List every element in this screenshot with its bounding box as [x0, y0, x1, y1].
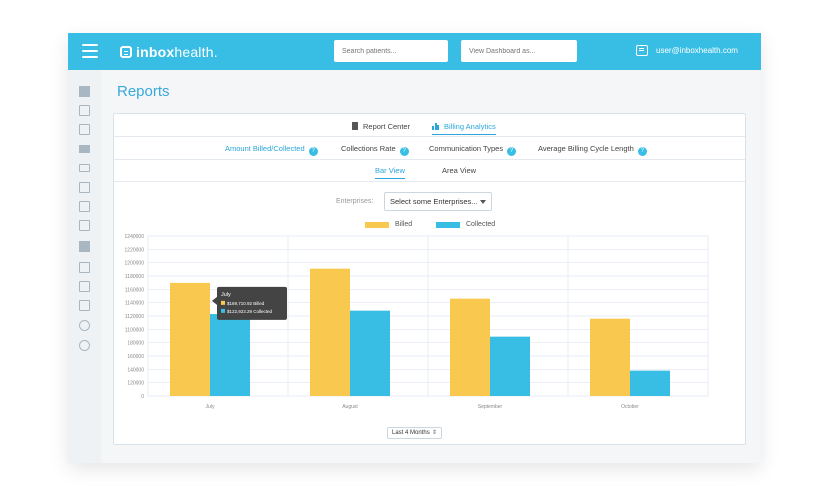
x-tick-label: September	[478, 404, 503, 410]
x-tick-label: October	[621, 404, 639, 410]
bar-chart-icon	[432, 123, 439, 130]
y-tick-label: 1220000	[125, 247, 145, 253]
help-icon[interactable]: ?	[637, 147, 647, 156]
tab-billing-analytics[interactable]: Billing Analytics	[432, 122, 496, 135]
bar-collected-october[interactable]	[630, 370, 670, 396]
y-tick-label: 1140000	[125, 301, 144, 307]
transfer-icon[interactable]	[79, 164, 90, 172]
logo-bold: inbox	[136, 44, 175, 60]
report-tabs: Report Center Billing Analytics	[114, 114, 745, 137]
page-title: Reports	[117, 83, 170, 100]
enterprises-select[interactable]: Select some Enterprises...	[384, 192, 492, 211]
users-icon[interactable]	[79, 105, 90, 116]
y-tick-label: 1100000	[125, 327, 144, 333]
tab-area-view[interactable]: Area View	[442, 166, 477, 175]
note-icon[interactable]	[79, 201, 90, 212]
enterprises-label: Enterprises:	[336, 198, 374, 205]
bar-collected-august[interactable]	[350, 310, 390, 396]
bar-billed-october[interactable]	[590, 318, 630, 396]
enterprises-value: Select some Enterprises...	[390, 197, 478, 206]
tab-communication-types[interactable]: Communication Types?	[429, 144, 517, 156]
user-menu[interactable]: user@inboxhealth.com	[636, 45, 738, 56]
metric-tabs: Amount Billed/Collected? Collections Rat…	[114, 136, 745, 160]
y-tick-label: 1200000	[125, 261, 145, 267]
x-tick-label: August	[342, 404, 358, 410]
document-icon	[352, 122, 358, 130]
chart-tooltip: July $169,710.92 Billed $122,923.29 Collec…	[212, 286, 287, 320]
billing-bar-chart: 0 120000 140000 160000 180000 1100000 1120000 1…	[125, 234, 709, 410]
y-tick-label: 0	[141, 394, 144, 400]
help-icon[interactable]: ?	[507, 147, 517, 156]
sidebar	[68, 70, 101, 463]
tab-collections-rate[interactable]: Collections Rate?	[341, 144, 409, 156]
y-tick-label: 140000	[127, 367, 144, 373]
legend-swatch-collected	[436, 221, 460, 228]
x-tick-label: July	[206, 404, 215, 410]
legend-item-billed[interactable]: Billed	[365, 221, 412, 228]
logo-light: health.	[174, 44, 218, 60]
legend-label-collected: Collected	[466, 221, 496, 228]
inbox-icon[interactable]	[79, 124, 90, 135]
reports-icon[interactable]	[79, 241, 90, 252]
bar-collected-september[interactable]	[490, 336, 530, 396]
help-icon[interactable]: ?	[399, 147, 409, 156]
legend-swatch-billed	[365, 221, 389, 228]
y-tick-label: 160000	[127, 354, 144, 360]
tooltip-title: July	[221, 292, 231, 298]
inbox-logo-icon	[120, 46, 132, 58]
tooltip-collected: $122,923.29 Collected	[227, 309, 273, 314]
contact-icon[interactable]	[79, 262, 90, 273]
date-range-value: Last 4 Months	[392, 430, 430, 436]
y-tick-label: 1120000	[125, 314, 144, 320]
view-tabs: Bar View Area View	[114, 159, 745, 182]
list-icon[interactable]	[79, 300, 90, 311]
chat-icon	[636, 45, 648, 56]
tooltip-billed: $169,710.92 Billed	[227, 301, 265, 306]
gear-icon[interactable]	[79, 340, 90, 351]
y-tick-label: 180000	[127, 341, 144, 347]
tooltip-swatch-collected	[221, 308, 225, 313]
caret-updown-icon: ⇕	[431, 430, 437, 436]
tooltip-arrow	[212, 296, 217, 305]
card-icon[interactable]	[79, 145, 90, 153]
profile-icon[interactable]	[79, 320, 90, 331]
app-window: inboxhealth. user@inboxhealth.com Report…	[68, 33, 761, 463]
edit-icon[interactable]	[79, 281, 90, 292]
y-tick-label: 1160000	[125, 287, 144, 293]
legend-label-billed: Billed	[395, 221, 413, 228]
tab-amount-billed-collected[interactable]: Amount Billed/Collected?	[225, 144, 318, 156]
date-range-select[interactable]: Last 4 Months ⇕	[387, 427, 442, 439]
search-patients-input[interactable]	[334, 40, 448, 62]
bar-billed-july[interactable]	[170, 282, 210, 396]
user-email: user@inboxhealth.com	[656, 46, 738, 55]
bar-collected-july[interactable]	[210, 314, 250, 396]
y-tick-label: 1180000	[125, 274, 144, 280]
y-tick-label: 1240000	[125, 234, 145, 240]
tooltip-swatch-billed	[221, 300, 225, 305]
dashboard-icon[interactable]	[79, 86, 90, 97]
view-dashboard-as-input[interactable]	[461, 40, 577, 62]
tab-bar-view[interactable]: Bar View	[375, 166, 405, 179]
bar-billed-september[interactable]	[450, 298, 490, 396]
help-icon[interactable]: ?	[308, 147, 318, 156]
logo[interactable]: inboxhealth.	[120, 42, 218, 62]
legend-item-collected[interactable]: Collected	[436, 221, 495, 228]
top-bar: inboxhealth. user@inboxhealth.com	[68, 33, 761, 70]
caret-down-icon	[480, 200, 486, 204]
tab-report-center[interactable]: Report Center	[352, 122, 410, 131]
calendar-icon[interactable]	[79, 220, 90, 231]
tooltip-box	[217, 286, 287, 320]
y-tick-label: 120000	[127, 381, 144, 387]
tab-average-billing-cycle-length[interactable]: Average Billing Cycle Length?	[538, 144, 647, 156]
bar-billed-august[interactable]	[310, 268, 350, 396]
menu-icon[interactable]	[82, 44, 98, 58]
org-icon[interactable]	[79, 182, 90, 193]
reports-panel: Report Center Billing Analytics Amount B…	[113, 113, 746, 445]
